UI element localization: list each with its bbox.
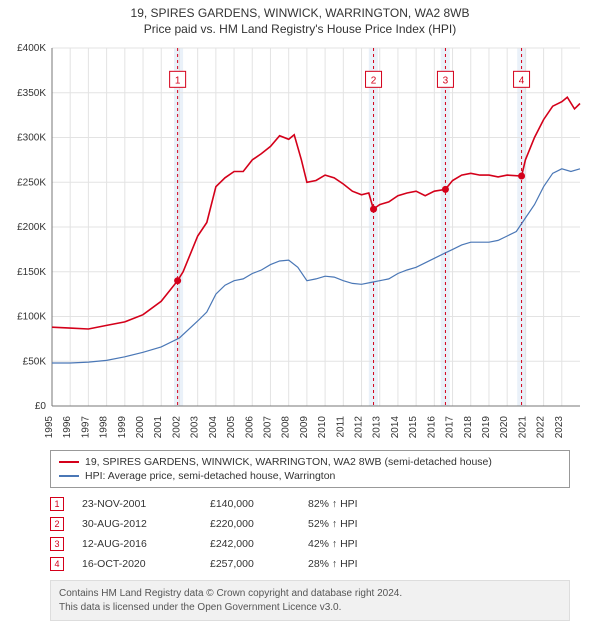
sale-price: £257,000 — [210, 558, 290, 570]
svg-text:2001: 2001 — [153, 416, 164, 439]
footer-line: Contains HM Land Registry data © Crown c… — [59, 587, 561, 601]
svg-text:2007: 2007 — [262, 416, 273, 439]
svg-text:2016: 2016 — [426, 416, 437, 439]
svg-text:1999: 1999 — [117, 416, 128, 439]
sale-pct: 52% ↑ HPI — [308, 518, 398, 530]
title-address: 19, SPIRES GARDENS, WINWICK, WARRINGTON,… — [0, 6, 600, 20]
svg-text:£250K: £250K — [17, 177, 46, 188]
svg-text:2002: 2002 — [171, 416, 182, 439]
legend-item: HPI: Average price, semi-detached house,… — [59, 469, 561, 483]
svg-text:2017: 2017 — [445, 416, 456, 439]
svg-text:2021: 2021 — [517, 416, 528, 439]
svg-text:£350K: £350K — [17, 88, 46, 99]
sale-price: £220,000 — [210, 518, 290, 530]
svg-text:1996: 1996 — [62, 416, 73, 439]
sale-date: 23-NOV-2001 — [82, 498, 192, 510]
svg-text:2018: 2018 — [463, 416, 474, 439]
svg-text:2014: 2014 — [390, 416, 401, 439]
chart-svg: £0 £50K £100K £150K £200K £250K £300K £350K £400… — [8, 42, 590, 442]
table-row: 4 16-OCT-2020 £257,000 28% ↑ HPI — [50, 554, 570, 574]
sale-price: £140,000 — [210, 498, 290, 510]
svg-text:2012: 2012 — [354, 416, 365, 439]
svg-text:£50K: £50K — [23, 356, 47, 367]
svg-text:1: 1 — [175, 75, 181, 86]
svg-text:2004: 2004 — [208, 416, 219, 439]
svg-text:2003: 2003 — [190, 416, 201, 439]
sale-date: 12-AUG-2016 — [82, 538, 192, 550]
sale-pct: 42% ↑ HPI — [308, 538, 398, 550]
svg-text:£200K: £200K — [17, 222, 46, 233]
sale-marker-icon: 3 — [50, 537, 64, 551]
title-subtitle: Price paid vs. HM Land Registry's House … — [0, 22, 600, 36]
svg-text:2020: 2020 — [499, 416, 510, 439]
svg-text:2022: 2022 — [536, 416, 547, 439]
svg-text:1998: 1998 — [99, 416, 110, 439]
table-row: 2 30-AUG-2012 £220,000 52% ↑ HPI — [50, 514, 570, 534]
sale-pct: 82% ↑ HPI — [308, 498, 398, 510]
sale-price: £242,000 — [210, 538, 290, 550]
svg-text:2005: 2005 — [226, 416, 237, 439]
legend-swatch — [59, 475, 79, 477]
legend-label: HPI: Average price, semi-detached house,… — [85, 470, 335, 482]
svg-text:2015: 2015 — [408, 416, 419, 439]
svg-text:£400K: £400K — [17, 43, 46, 54]
svg-text:1995: 1995 — [44, 416, 55, 439]
table-row: 3 12-AUG-2016 £242,000 42% ↑ HPI — [50, 534, 570, 554]
svg-text:2019: 2019 — [481, 416, 492, 439]
chart-area: £0 £50K £100K £150K £200K £250K £300K £350K £400… — [8, 42, 590, 442]
svg-text:£100K: £100K — [17, 312, 46, 323]
svg-text:4: 4 — [519, 75, 525, 86]
sale-date: 30-AUG-2012 — [82, 518, 192, 530]
svg-text:£0: £0 — [35, 401, 47, 412]
sale-date: 16-OCT-2020 — [82, 558, 192, 570]
svg-text:2008: 2008 — [281, 416, 292, 439]
footer-attribution: Contains HM Land Registry data © Crown c… — [50, 580, 570, 621]
svg-text:1997: 1997 — [80, 416, 91, 439]
svg-text:2009: 2009 — [299, 416, 310, 439]
sale-marker-icon: 4 — [50, 557, 64, 571]
chart-title-block: 19, SPIRES GARDENS, WINWICK, WARRINGTON,… — [0, 0, 600, 38]
svg-text:2023: 2023 — [554, 416, 565, 439]
svg-text:2013: 2013 — [372, 416, 383, 439]
legend: 19, SPIRES GARDENS, WINWICK, WARRINGTON,… — [50, 450, 570, 488]
svg-text:3: 3 — [443, 75, 449, 86]
svg-text:£300K: £300K — [17, 133, 46, 144]
sale-pct: 28% ↑ HPI — [308, 558, 398, 570]
sales-table: 1 23-NOV-2001 £140,000 82% ↑ HPI 2 30-AU… — [50, 494, 570, 574]
footer-line: This data is licensed under the Open Gov… — [59, 601, 561, 615]
legend-swatch — [59, 461, 79, 463]
table-row: 1 23-NOV-2001 £140,000 82% ↑ HPI — [50, 494, 570, 514]
legend-item: 19, SPIRES GARDENS, WINWICK, WARRINGTON,… — [59, 455, 561, 469]
svg-text:2011: 2011 — [335, 416, 346, 438]
sale-marker-icon: 1 — [50, 497, 64, 511]
svg-text:2010: 2010 — [317, 416, 328, 439]
svg-text:2: 2 — [371, 75, 377, 86]
legend-label: 19, SPIRES GARDENS, WINWICK, WARRINGTON,… — [85, 456, 492, 468]
svg-text:£150K: £150K — [17, 267, 46, 278]
svg-text:2000: 2000 — [135, 416, 146, 439]
svg-text:2006: 2006 — [244, 416, 255, 439]
sale-marker-icon: 2 — [50, 517, 64, 531]
